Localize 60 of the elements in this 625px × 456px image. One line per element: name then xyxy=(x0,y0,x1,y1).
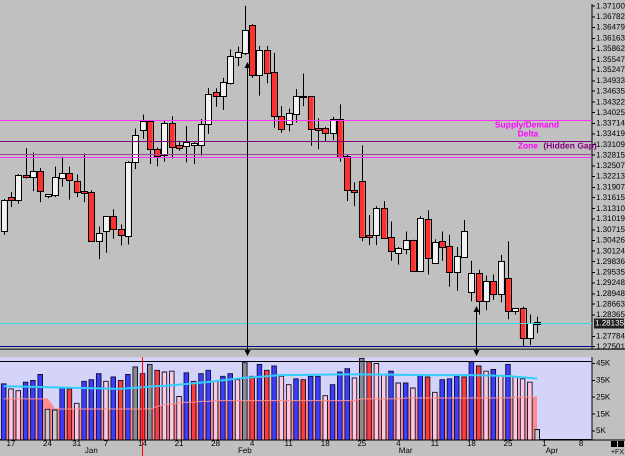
y-tick-label: 1.34635 xyxy=(596,86,625,96)
x-tick-label: Apr xyxy=(546,446,558,455)
x-tick-label: 25 xyxy=(357,439,367,448)
y-tick-label: 45K xyxy=(596,358,611,368)
y-tick-label: 1.36163 xyxy=(596,33,625,42)
y-tick-label: 15K xyxy=(596,409,611,418)
y-tick-label: 1.28365 xyxy=(596,310,625,320)
y-tick-label: 1.30124 xyxy=(596,246,625,256)
x-tick-label: 4 xyxy=(396,439,402,448)
x-tick-label: Jan xyxy=(84,446,98,455)
y-tick-label: 1.34322 xyxy=(596,97,625,106)
y-tick-label: 1.28948 xyxy=(596,288,625,298)
x-tick-label: 11 xyxy=(430,439,440,448)
y-tick-label: 1.29248 xyxy=(596,278,625,288)
y-tick-label: 1.32507 xyxy=(596,161,625,170)
y-tick-label: 1.29535 xyxy=(596,268,625,277)
y-tick-label: 1.35247 xyxy=(596,65,625,74)
y-tick-label: 25K xyxy=(596,392,611,402)
x-tick-label: 21 xyxy=(174,439,184,448)
y-tick-label: 1.31615 xyxy=(596,192,625,202)
y-tick-label: 1.35547 xyxy=(596,54,625,64)
y-tick-label: 1.33714 xyxy=(596,118,625,128)
ref-line-label: 1.28135 xyxy=(595,318,625,328)
x-tick-label: Feb xyxy=(238,446,252,455)
y-tick-label: 1.31907 xyxy=(596,182,625,192)
x-tick-label: 18 xyxy=(466,439,476,448)
y-tick-label: 1.34025 xyxy=(596,108,625,117)
y-tick-label: 1.32213 xyxy=(596,172,625,181)
x-tick-label: 24 xyxy=(43,439,52,448)
x-tick-label: 11 xyxy=(284,439,294,448)
y-tick-label: 1.35862 xyxy=(596,44,625,53)
y-tick-label: 1.30426 xyxy=(596,235,625,244)
y-tick-label: 1.29836 xyxy=(596,256,625,266)
x-tick-label: 17 xyxy=(6,439,16,448)
y-tick-label: 35K xyxy=(596,375,611,384)
y-tick-label: 1.36782 xyxy=(596,12,625,22)
y-tick-label: 1.33419 xyxy=(596,129,625,138)
x-tick-label: 25 xyxy=(503,439,513,448)
x-tick-label: 4 xyxy=(250,439,255,448)
annotation: Delta xyxy=(518,128,539,138)
x-tick-label: 28 xyxy=(211,439,221,448)
y-tick-label: 1.30715 xyxy=(596,225,625,234)
y-tick-label: 1.28663 xyxy=(596,299,625,308)
y-tick-label: 1.37100 xyxy=(596,1,625,10)
y-tick-label: 1.31019 xyxy=(596,214,625,224)
x-tick-label: 31 xyxy=(72,439,82,448)
x-tick-label: 8 xyxy=(578,439,584,448)
y-tick-label: 1.33109 xyxy=(596,140,625,149)
annotation: Zone xyxy=(518,140,538,150)
y-tick-label: 5K xyxy=(596,426,606,436)
x-tick-label: 18 xyxy=(320,439,330,448)
y-tick-label: 1.32815 xyxy=(596,150,625,160)
y-tick-label: 1.34933 xyxy=(596,76,625,86)
y-tick-label: 1.36479 xyxy=(596,22,625,32)
y-tick-label: 1.31310 xyxy=(596,204,625,213)
annotation: Supply/Demand xyxy=(494,119,560,130)
x-tick-label: 1 xyxy=(542,439,548,448)
y-tick-label: 1.27784 xyxy=(596,332,625,341)
x-tick-label: Mar xyxy=(398,446,413,455)
x-tick-label: 7 xyxy=(104,439,109,448)
